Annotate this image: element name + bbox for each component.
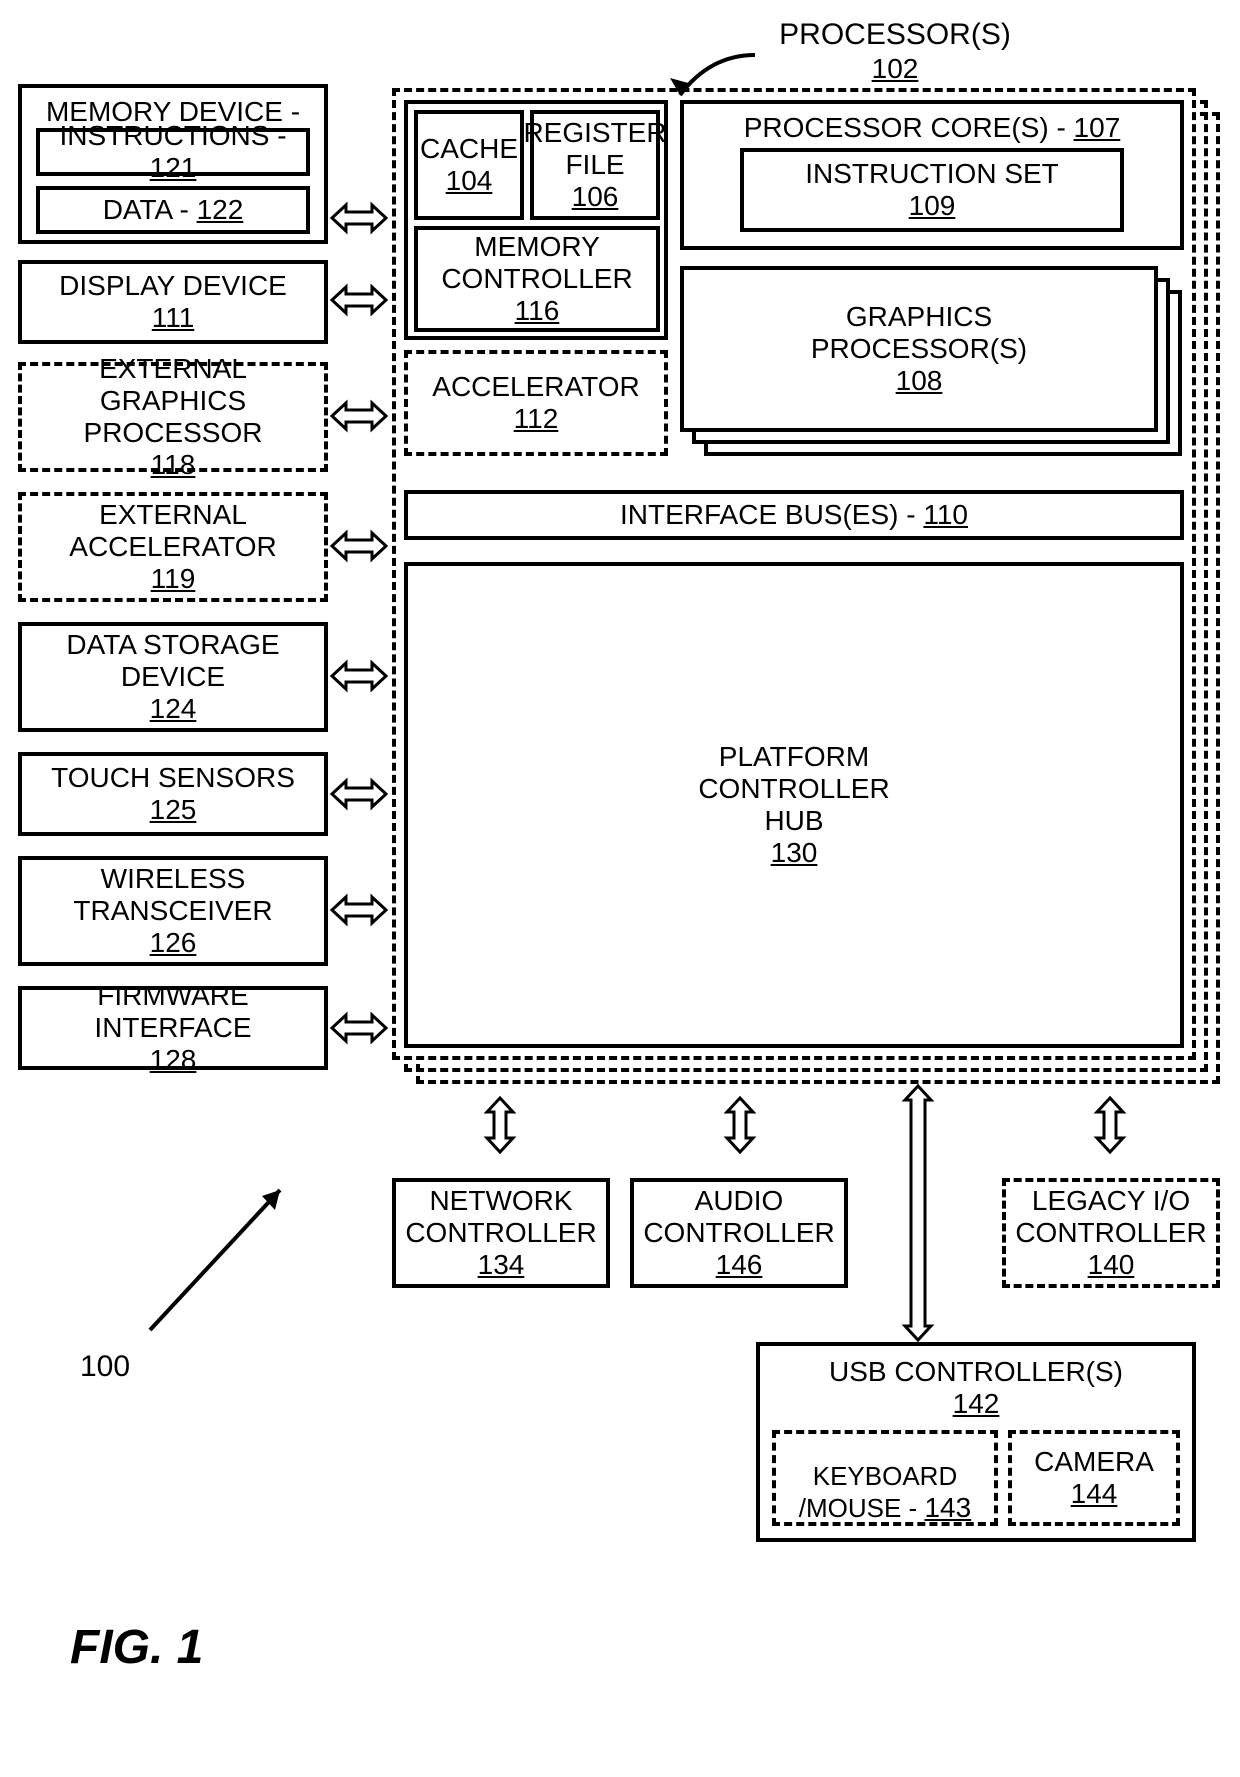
connectors-svg [0, 0, 1240, 1777]
figure-page: PROCESSOR(S) 102 MEMORY DEVICE - 120 INS… [0, 0, 1240, 1777]
